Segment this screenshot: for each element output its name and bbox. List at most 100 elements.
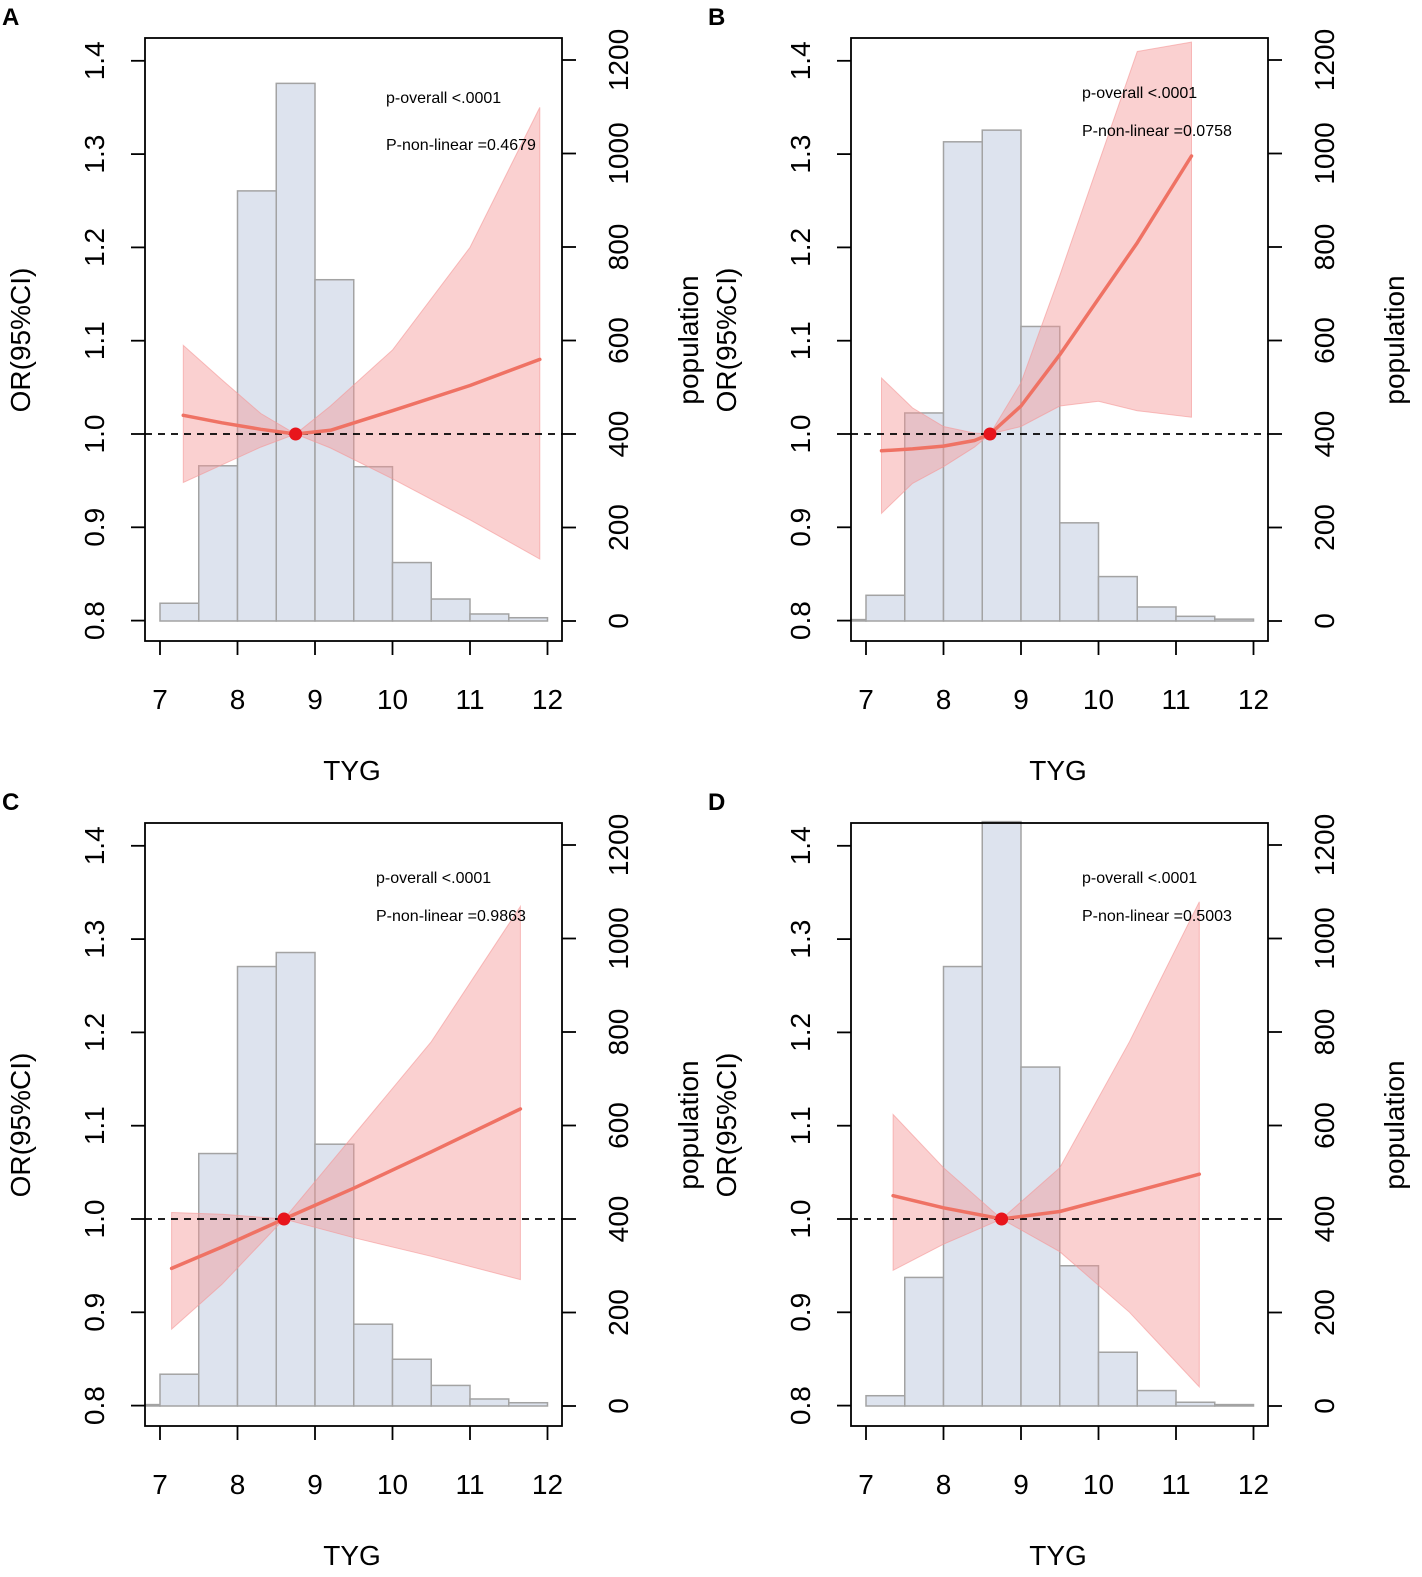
panel-c-y-left-tick-label: 1.0 xyxy=(79,1200,110,1239)
panel-c-y-left-tick-label: 0.9 xyxy=(79,1293,110,1332)
panel-d-x-axis-title: TYG xyxy=(1029,1540,1087,1571)
panel-a-y-right-tick-label: 600 xyxy=(603,317,634,364)
panel-b-x-tick-label: 10 xyxy=(1083,684,1114,715)
panel-c-bar xyxy=(236,965,277,1407)
panel-b-bar xyxy=(1175,615,1216,622)
panel-a-x-tick-label: 7 xyxy=(152,684,168,715)
panel-c-x-tick-label: 10 xyxy=(377,1469,408,1500)
panel-c-y-right-tick-label: 1000 xyxy=(603,907,634,969)
panel-d-y-left-tick-label: 1.3 xyxy=(785,920,816,959)
panel-a: A 7 8 9 10 11 12 0.8 0.9 1.0 1.1 1.2 1.3 1.4 0 200 400 60… xyxy=(2,4,704,786)
panel-a-plot-frame xyxy=(144,37,563,642)
panel-b-bar xyxy=(850,618,867,622)
panel-c-letter: C xyxy=(2,789,19,816)
panel-d-y-left-tick-label: 1.4 xyxy=(785,826,816,865)
panel-b-y-right-tick-label: 400 xyxy=(1309,411,1340,458)
panel-c-y-left-tick-label: 1.4 xyxy=(79,826,110,865)
panel-c-histogram xyxy=(144,951,549,1407)
panel-a-x-tick-label: 8 xyxy=(230,684,246,715)
panel-a-or-curve xyxy=(181,357,542,436)
panel-d-y-right-tick-label: 200 xyxy=(1309,1289,1340,1336)
panel-c-x-axis-title: TYG xyxy=(323,1540,381,1571)
panel-a-bar xyxy=(275,82,316,622)
panel-d-y-left-tick-label: 0.9 xyxy=(785,1293,816,1332)
panel-d-bar xyxy=(904,1276,945,1407)
panel-b-plot-frame xyxy=(850,37,1269,642)
panel-c-annotation: P-non-linear =0.9863 xyxy=(376,908,526,925)
panel-c-y-left-tick-label: 0.8 xyxy=(79,1386,110,1425)
panel-d-bar xyxy=(865,1394,906,1407)
panel-d-letter: D xyxy=(708,789,725,816)
panel-d-x-tick-label: 10 xyxy=(1083,1469,1114,1500)
panel-d-x-tick-label: 8 xyxy=(936,1469,952,1500)
panel-d: D 7 8 9 10 11 12 0.8 0.9 1.0 1.1 1.2 1.3 1.4 0 200 400 60… xyxy=(708,789,1410,1571)
panel-b-y-left-tick-label: 1.0 xyxy=(785,415,816,454)
panel-c-bar xyxy=(275,951,316,1407)
panel-c-y-left-tick-label: 1.3 xyxy=(79,920,110,959)
panel-a-y-left-tick-label: 1.1 xyxy=(79,321,110,360)
panel-a-y-left-tick-label: 1.2 xyxy=(79,228,110,267)
panel-b-y-right-title: population xyxy=(1379,275,1410,404)
panel-a-bar xyxy=(430,598,471,622)
panel-c-x-tick-label: 8 xyxy=(230,1469,246,1500)
panel-c-x-tick-label: 11 xyxy=(455,1469,484,1500)
panel-c-y-right-tick-label: 600 xyxy=(603,1102,634,1149)
panel-a-annotation: p-overall <.0001 xyxy=(386,90,501,107)
panel-b-bar xyxy=(1136,606,1177,622)
panel-d-y-left-tick-label: 1.0 xyxy=(785,1200,816,1239)
panel-d-bar xyxy=(981,820,1022,1407)
panel-b-x-tick-label: 9 xyxy=(1013,684,1029,715)
panel-c-y-left-tick-label: 1.2 xyxy=(79,1013,110,1052)
panel-a-x-axis-title: TYG xyxy=(323,755,381,786)
panel-d-annotation: p-overall <.0001 xyxy=(1082,870,1197,887)
panel-b-y-right-tick-label: 0 xyxy=(1309,613,1340,629)
panel-c-annotation: p-overall <.0001 xyxy=(376,870,491,887)
panel-a-reference-point xyxy=(289,427,303,441)
panel-a-bar xyxy=(391,561,432,622)
panel-a-y-left-tick-label: 0.8 xyxy=(79,601,110,640)
panel-d-y-right-tick-label: 1000 xyxy=(1309,907,1340,969)
panel-b-annotation: P-non-linear =0.0758 xyxy=(1082,123,1232,140)
panel-b-bar xyxy=(981,129,1022,622)
panel-b-y-left-tick-label: 1.2 xyxy=(785,228,816,267)
panel-b-y-right-tick-label: 600 xyxy=(1309,317,1340,364)
panel-a-x-tick-label: 10 xyxy=(377,684,408,715)
panel-d-bar xyxy=(1136,1389,1177,1407)
panel-c-bar xyxy=(198,1152,239,1407)
panel-d-y-left-tick-label: 1.2 xyxy=(785,1013,816,1052)
panel-c-x-tick-label: 12 xyxy=(532,1469,563,1500)
panel-c-bar xyxy=(353,1323,394,1407)
panel-a-bar xyxy=(469,613,510,622)
panel-b-y-left-tick-label: 1.4 xyxy=(785,41,816,80)
panel-b-x-tick-label: 7 xyxy=(858,684,874,715)
panel-d-annotation: P-non-linear =0.5003 xyxy=(1082,908,1232,925)
panel-b-y-left-tick-label: 0.9 xyxy=(785,508,816,547)
panel-c-y-right-title: population xyxy=(673,1060,704,1189)
panel-d-y-right-tick-label: 400 xyxy=(1309,1196,1340,1243)
panel-b-bar xyxy=(1214,618,1255,622)
panel-c: C 7 8 9 10 11 12 0.8 0.9 1.0 1.1 1.2 1.3 1.4 0 200 400 60… xyxy=(2,789,704,1571)
panel-b-y-left-tick-label: 1.3 xyxy=(785,135,816,174)
panel-b-y-right-tick-label: 1200 xyxy=(1309,29,1340,91)
panel-d-bar xyxy=(1059,1265,1100,1407)
panel-d-y-right-tick-label: 0 xyxy=(1309,1398,1340,1414)
panel-d-or-curve xyxy=(891,1172,1202,1221)
panel-a-x-tick-label: 11 xyxy=(455,684,484,715)
panel-a-ci-band xyxy=(182,107,541,560)
panel-a-y-right-title: population xyxy=(673,275,704,404)
panel-b-bar xyxy=(1059,522,1100,622)
panel-d-plot-frame xyxy=(850,822,1269,1427)
panel-a-y-left-tick-label: 0.9 xyxy=(79,508,110,547)
panel-d-y-left-tick-label: 0.8 xyxy=(785,1386,816,1425)
panel-a-letter: A xyxy=(2,4,19,31)
panel-a-bar xyxy=(159,602,200,622)
panel-d-bar xyxy=(1097,1351,1138,1407)
panel-c-bar xyxy=(391,1358,432,1407)
panel-a-y-left-tick-label: 1.0 xyxy=(79,415,110,454)
panel-d-y-left-tick-label: 1.1 xyxy=(785,1106,816,1145)
panel-b-y-right-tick-label: 200 xyxy=(1309,504,1340,551)
panel-b-annotation: p-overall <.0001 xyxy=(1082,85,1197,102)
panel-c-bar xyxy=(144,1403,161,1407)
panel-c-bar xyxy=(314,1143,355,1407)
